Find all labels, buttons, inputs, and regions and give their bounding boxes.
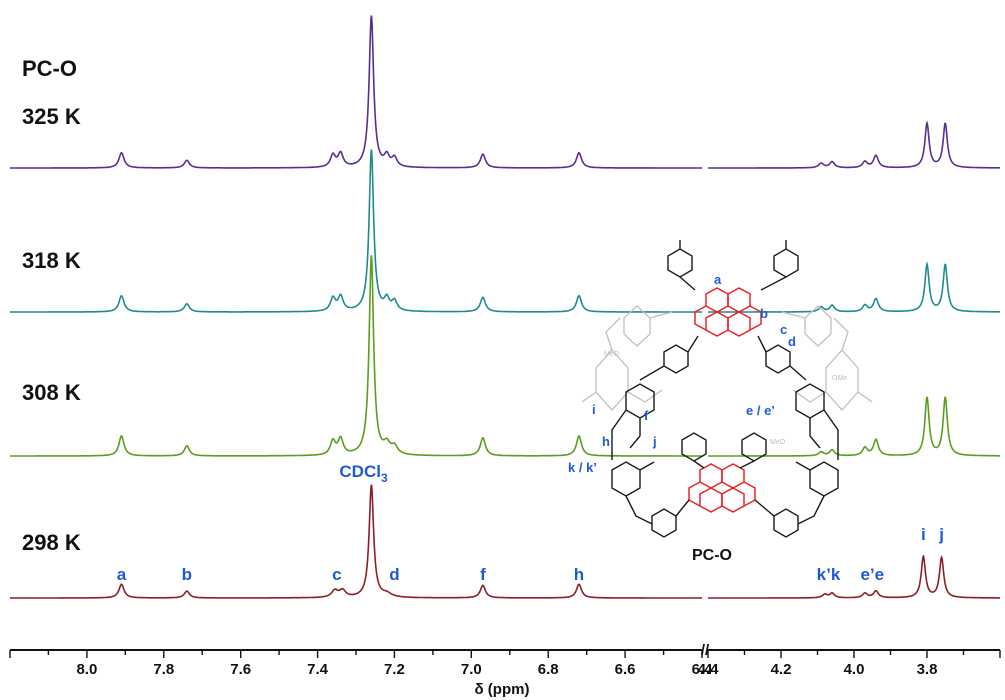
peak-label: d: [389, 565, 399, 584]
x-tick-label: 7.8: [153, 661, 174, 678]
substituent-label: MeO: [604, 351, 620, 358]
molecule-label-h: h: [602, 434, 610, 449]
spectrum-trace-298k: [10, 484, 702, 599]
peak-label: h: [574, 565, 584, 584]
axis-break-mark: //: [701, 642, 710, 659]
x-tick-label: 6.6: [615, 661, 636, 678]
peak-label: i: [921, 525, 926, 544]
molecule-back-frame: [581, 305, 873, 411]
spectrum-trace-318k: [708, 261, 1000, 313]
bottom-pyrene: [688, 463, 756, 513]
peak-label: k’k: [817, 565, 841, 584]
x-tick-label: 3.8: [917, 661, 938, 678]
temperature-labels: 325 K 318 K 308 K 298 K: [22, 104, 81, 555]
peak-labels: a b c d f h k’k e’e i j: [117, 525, 944, 584]
spectrum-trace-325k: [10, 15, 702, 169]
x-axis-title: δ (ppm): [475, 681, 530, 698]
x-tick-label: 7.2: [384, 661, 405, 678]
series-label: 325 K: [22, 104, 81, 129]
molecule-label-f: f: [644, 408, 649, 423]
chart-title: PC-O: [22, 56, 77, 81]
spectrum-trace-308k: [708, 396, 1000, 457]
x-tick-label: 6.8: [538, 661, 559, 678]
x-tick-label: 7.4: [307, 661, 329, 678]
molecule-label-k: k / k’: [568, 460, 597, 475]
peak-label: c: [332, 565, 341, 584]
molecule-label-d: d: [788, 334, 796, 349]
solvent-label: CDCl3: [339, 462, 388, 485]
spectrum-trace-308k: [10, 255, 702, 457]
series-label: 318 K: [22, 248, 81, 273]
x-tick-label: 7.0: [461, 661, 482, 678]
molecule-label-j: j: [652, 434, 657, 449]
molecule-caption: PC-O: [692, 547, 732, 564]
peak-label: e’e: [860, 565, 884, 584]
spectrum-trace-298k: [708, 554, 1000, 599]
molecule-label-i: i: [592, 402, 596, 417]
substituent-label: MeO: [770, 439, 786, 446]
spectrum-trace-325k: [708, 120, 1000, 169]
molecule-structure: MeO OMe MeO: [568, 240, 873, 564]
peak-label: f: [480, 565, 486, 584]
peak-label: b: [182, 565, 192, 584]
molecule-label-c: c: [780, 322, 787, 337]
peak-label: a: [117, 565, 127, 584]
substituent-label: OMe: [832, 375, 847, 382]
x-tick-label: 8.0: [76, 661, 97, 678]
x-tick-label: 4.4: [698, 661, 720, 678]
series-label: 298 K: [22, 530, 81, 555]
spectrum-trace-318k: [10, 149, 702, 313]
molecule-label-a: a: [714, 272, 722, 287]
molecule-label-e: e / e’: [746, 403, 775, 418]
top-pyrene: [694, 287, 762, 337]
peak-label: j: [938, 525, 944, 544]
molecule-label-b: b: [760, 306, 768, 321]
molecule-framework: [611, 240, 839, 538]
x-tick-label: 4.0: [844, 661, 865, 678]
spectra-traces: [10, 15, 1000, 599]
series-label: 308 K: [22, 380, 81, 405]
x-tick-label: 6.4: [692, 661, 714, 678]
x-axis: 8.0 7.8 7.6 7.4 7.2 7.0 6.8 6.6 6.44.4 4.2 4.0 3.8 /…: [9, 642, 1001, 678]
x-tick-label: 4.2: [771, 661, 792, 678]
x-tick-label: 7.6: [230, 661, 251, 678]
